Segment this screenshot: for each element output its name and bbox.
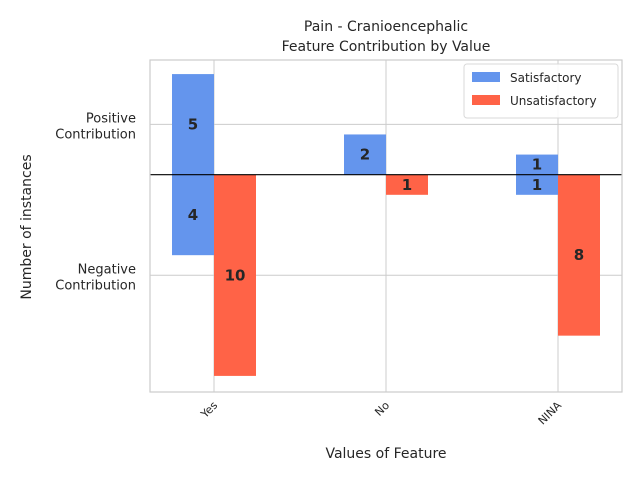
bar-labels: 5 4 2 1 1 10 1 8 [188,115,584,284]
legend: Satisfactory Unsatisfactory [463,63,619,119]
legend-swatch-satisfactory [472,72,500,82]
bar-satisfactory-nina-positive [516,154,558,175]
bar-unsatisfactory-yes-negative [214,174,256,376]
bar-label-satisfactory-nina-negative: 1 [532,176,542,194]
legend-label-unsatisfactory: Unsatisfactory [510,94,597,108]
x-tick-labels: Yes No NINA [198,399,565,428]
bar-satisfactory-yes-negative [172,174,214,256]
bar-satisfactory-nina-negative [516,174,558,195]
x-tick-label-yes: Yes [198,399,221,422]
bars [172,74,600,376]
chart-title-line-1: Pain - Cranioencephalic [304,19,468,35]
bar-unsatisfactory-no-negative [386,174,428,195]
bar-label-satisfactory-nina-positive: 1 [532,156,542,174]
bar-satisfactory-yes-positive [172,74,214,175]
bar-label-satisfactory-yes-negative: 4 [188,206,198,224]
y-tick-labels: Positive Contribution Negative Contribution [55,111,136,293]
bar-label-satisfactory-no-positive: 2 [360,146,370,164]
y-tick-label-0: Positive Contribution [55,111,136,142]
bar-unsatisfactory-nina-negative [558,174,600,336]
x-tick-label-no: No [372,399,392,419]
legend-swatch-unsatisfactory [472,95,500,105]
y-axis-label: Number of instances [19,154,35,299]
plot-frame [149,59,623,393]
legend-label-satisfactory: Satisfactory [510,71,582,85]
y-tick-label-1: Negative Contribution [55,262,136,293]
bar-label-unsatisfactory-no-negative: 1 [402,176,412,194]
x-axis-label: Values of Feature [325,446,446,462]
x-tick-label-nina: NINA [536,399,565,428]
chart-title-line-2: Feature Contribution by Value [282,39,491,55]
legend-frame [463,63,619,119]
bar-label-unsatisfactory-nina-negative: 8 [574,246,584,264]
bar-label-unsatisfactory-yes-negative: 10 [225,266,246,284]
bar-satisfactory-no-positive [344,134,386,175]
bar-label-satisfactory-yes-positive: 5 [188,115,198,133]
